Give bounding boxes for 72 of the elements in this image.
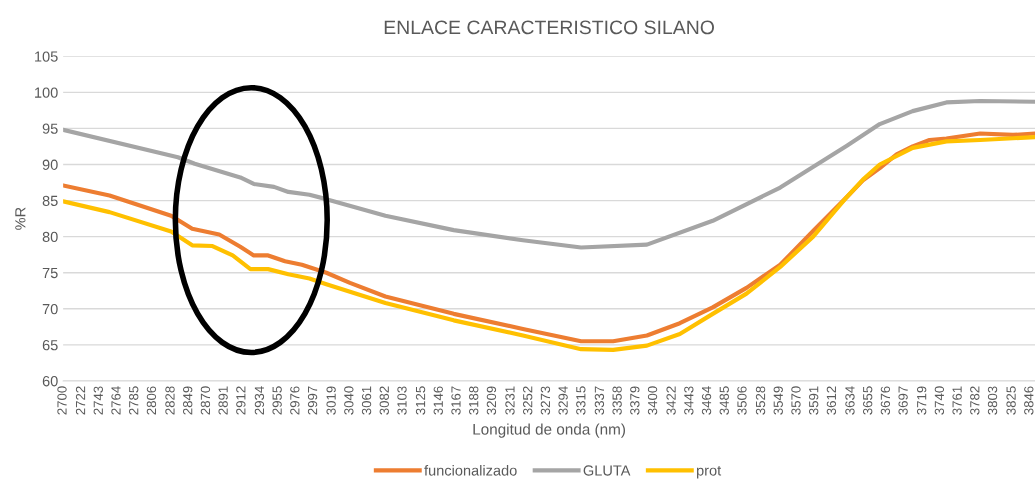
x-tick-label: 3655 (863, 386, 873, 415)
x-tick-label: 3379 (630, 386, 640, 415)
x-tick-label: 3612 (826, 386, 837, 415)
x-tick-label: 3634 (845, 386, 855, 415)
x-tick-label: 2849 (183, 386, 193, 415)
x-tick-label: 3782 (970, 386, 980, 415)
legend-label: funcionalizado (424, 464, 517, 476)
x-tick-label: 3697 (898, 386, 908, 415)
legend-label: GLUTA (583, 465, 631, 476)
y-tick-label: 75 (42, 267, 58, 279)
x-tick-label: 3803 (987, 386, 998, 415)
y-tick-label: 95 (42, 123, 58, 134)
y-tick-label: 80 (42, 231, 58, 243)
line-series (63, 98, 1035, 250)
x-tick-label: 3485 (719, 386, 729, 415)
x-tick-label: 3676 (880, 386, 891, 415)
y-tick-label: 70 (42, 303, 58, 315)
x-tick-label: 2912 (236, 386, 246, 415)
x-tick-label: 3761 (952, 386, 962, 415)
x-tick-label: 2870 (200, 386, 211, 415)
x-tick-label: 2785 (129, 386, 139, 415)
y-tick-label: 65 (42, 339, 58, 351)
x-tick-label: 3337 (594, 386, 605, 415)
x-tick-label: 3825 (1006, 386, 1016, 415)
x-tick-label: 3570 (791, 386, 801, 415)
x-tick-label: 3422 (666, 386, 676, 415)
x-tick-label: 3061 (361, 386, 372, 415)
x-tick-label: 2700 (57, 386, 67, 415)
x-tick-label: 3019 (326, 386, 336, 415)
y-tick-label: 85 (42, 195, 58, 206)
x-tick-label: 2955 (272, 386, 282, 415)
x-tick-label: 3082 (379, 386, 389, 415)
x-tick-label: 3400 (647, 386, 658, 415)
x-tick-label: 3591 (809, 386, 819, 415)
y-tick-label: 105 (35, 51, 58, 62)
x-tick-label: 2934 (254, 386, 265, 415)
x-tick-label: 2828 (165, 386, 175, 415)
x-tick-label: 3040 (344, 386, 354, 415)
legend-label: prot (697, 466, 722, 479)
x-tick-label: 3506 (737, 386, 747, 415)
x-tick-label: 3846 (1024, 386, 1034, 415)
x-tick-label: 2976 (290, 386, 300, 415)
x-tick-label: 2722 (75, 386, 86, 415)
x-tick-label: 2764 (111, 386, 121, 415)
x-tick-label: 3358 (612, 386, 622, 415)
x-tick-label: 3209 (486, 386, 497, 415)
x-tick-label: 3167 (451, 386, 461, 415)
y-tick-label: 90 (42, 159, 58, 170)
x-tick-label: 3146 (433, 386, 443, 415)
x-axis-title: Longitud de onda (nm) (473, 423, 625, 438)
x-tick-label: 3231 (505, 386, 515, 415)
chart-title: ENLACE CARACTERISTICO SILANO (384, 20, 714, 35)
x-tick-label: 3719 (917, 386, 927, 415)
y-axis-title: %R (15, 207, 26, 230)
x-tick-label: 3740 (934, 386, 945, 415)
x-tick-label: 3125 (415, 386, 426, 415)
x-tick-label: 2997 (307, 386, 318, 415)
x-tick-label: 2743 (93, 386, 103, 415)
x-tick-label: 3294 (558, 386, 568, 415)
x-tick-label: 3273 (540, 386, 551, 415)
y-tick-label: 100 (35, 87, 58, 98)
x-tick-label: 3252 (523, 386, 533, 415)
x-tick-label: 3528 (755, 386, 766, 415)
x-tick-label: 2806 (146, 386, 157, 415)
x-tick-label: 3188 (469, 386, 479, 415)
x-tick-label: 2891 (218, 386, 228, 415)
x-tick-label: 3443 (684, 386, 694, 415)
x-tick-label: 3464 (701, 386, 712, 415)
x-tick-label: 3103 (397, 386, 407, 415)
x-tick-label: 3315 (576, 386, 586, 415)
y-tick-label: 60 (42, 376, 58, 387)
x-tick-label: 3549 (773, 386, 783, 415)
